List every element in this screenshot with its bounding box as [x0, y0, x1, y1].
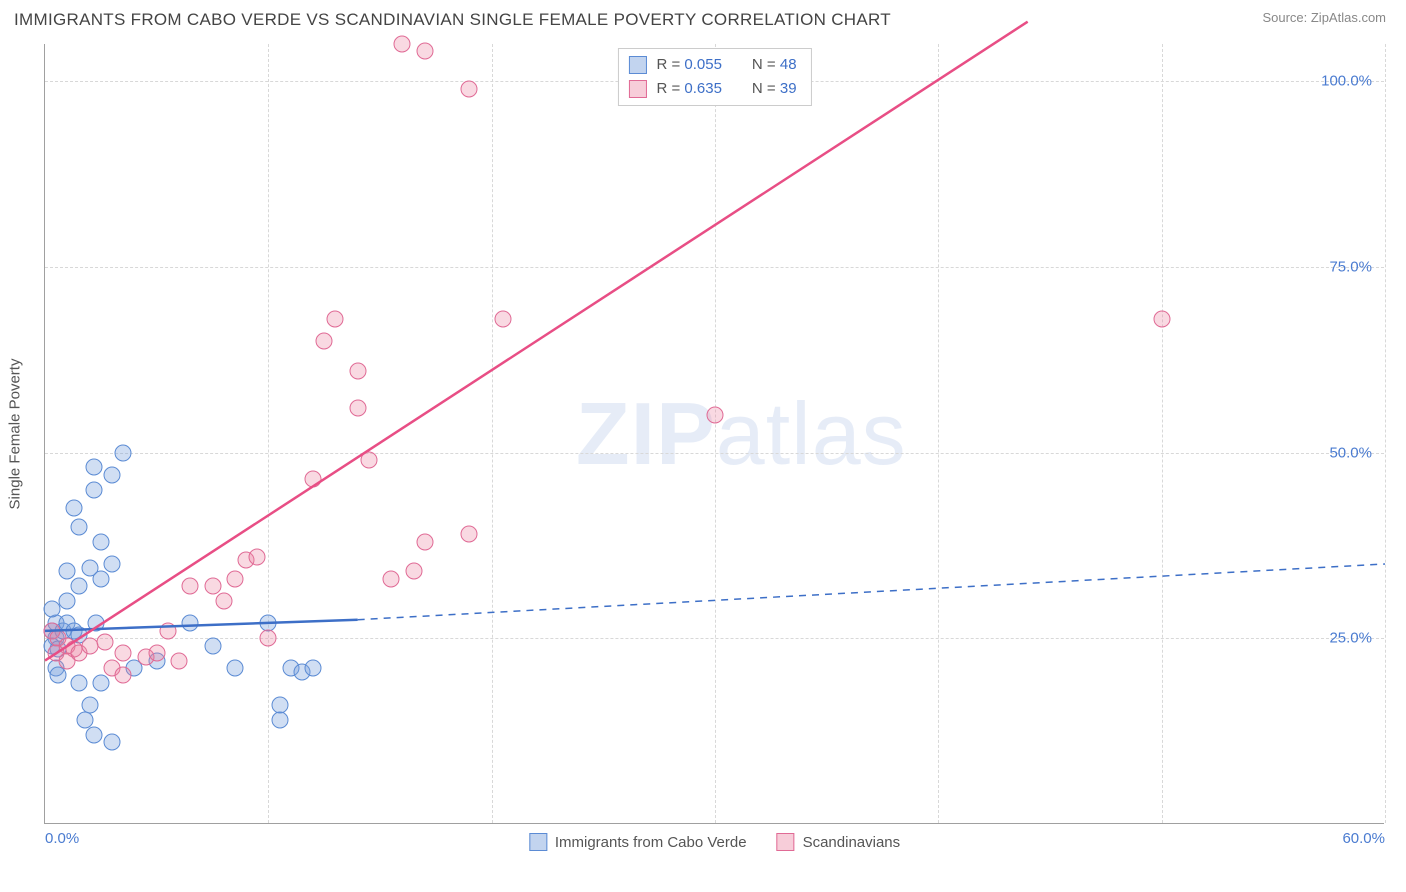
data-point [86, 481, 103, 498]
data-point [70, 578, 87, 595]
plot-box: ZIPatlas R = 0.055N = 48R = 0.635N = 39 … [44, 44, 1384, 824]
data-point [226, 660, 243, 677]
data-point [50, 667, 67, 684]
legend-item: Scandinavians [777, 833, 901, 851]
data-point [461, 80, 478, 97]
data-point [394, 36, 411, 53]
data-point [86, 459, 103, 476]
n-label: N = 39 [752, 77, 797, 101]
gridline-v [1162, 44, 1163, 823]
data-point [70, 518, 87, 535]
chart-title: IMMIGRANTS FROM CABO VERDE VS SCANDINAVI… [14, 10, 891, 30]
data-point [707, 407, 724, 424]
legend-item: Immigrants from Cabo Verde [529, 833, 747, 851]
swatch-pink [628, 80, 646, 98]
data-point [226, 570, 243, 587]
trend-line [358, 564, 1385, 620]
data-point [204, 578, 221, 595]
data-point [182, 615, 199, 632]
data-point [249, 548, 266, 565]
n-label: N = 48 [752, 53, 797, 77]
y-tick-label: 25.0% [1292, 630, 1372, 647]
data-point [43, 600, 60, 617]
data-point [461, 526, 478, 543]
data-point [405, 563, 422, 580]
data-point [92, 533, 109, 550]
data-point [59, 593, 76, 610]
data-point [360, 452, 377, 469]
legend-label: Immigrants from Cabo Verde [555, 834, 747, 851]
y-tick-label: 75.0% [1292, 258, 1372, 275]
data-point [316, 333, 333, 350]
r-label: R = 0.055 [656, 53, 721, 77]
y-axis-label: Single Female Poverty [7, 358, 24, 509]
data-point [305, 470, 322, 487]
data-point [271, 712, 288, 729]
data-point [115, 667, 132, 684]
swatch-pink [777, 833, 795, 851]
data-point [494, 310, 511, 327]
legend-series: Immigrants from Cabo Verde Scandinavians [529, 833, 900, 851]
gridline-v [1385, 44, 1386, 823]
data-point [115, 645, 132, 662]
data-point [1153, 310, 1170, 327]
title-bar: IMMIGRANTS FROM CABO VERDE VS SCANDINAVI… [0, 0, 1406, 35]
data-point [182, 578, 199, 595]
y-tick-label: 100.0% [1292, 73, 1372, 90]
data-point [148, 645, 165, 662]
data-point [416, 533, 433, 550]
legend-stats-row: R = 0.055 N = 48 [628, 53, 796, 77]
gridline-v [715, 44, 716, 823]
y-tick-label: 50.0% [1292, 444, 1372, 461]
data-point [70, 674, 87, 691]
data-point [171, 652, 188, 669]
x-tick-label: 60.0% [1342, 830, 1385, 847]
data-point [104, 466, 121, 483]
data-point [104, 734, 121, 751]
data-point [349, 400, 366, 417]
legend-stats: R = 0.055 N = 48 R = 0.635 N = 39 [617, 48, 811, 106]
r-label: R = 0.635 [656, 77, 721, 101]
data-point [88, 615, 105, 632]
data-point [349, 362, 366, 379]
data-point [204, 637, 221, 654]
watermark: ZIPatlas [576, 383, 907, 485]
legend-stats-row: R = 0.635 N = 39 [628, 77, 796, 101]
data-point [260, 630, 277, 647]
data-point [97, 634, 114, 651]
data-point [92, 674, 109, 691]
data-point [383, 570, 400, 587]
gridline-v [938, 44, 939, 823]
x-tick-label: 0.0% [45, 830, 79, 847]
data-point [115, 444, 132, 461]
gridline-v [492, 44, 493, 823]
data-point [215, 593, 232, 610]
data-point [104, 556, 121, 573]
data-point [81, 637, 98, 654]
data-point [66, 500, 83, 517]
data-point [86, 726, 103, 743]
source-label: Source: ZipAtlas.com [1262, 10, 1386, 25]
swatch-blue [628, 56, 646, 74]
trend-line [45, 22, 1028, 661]
chart-area: ZIPatlas R = 0.055N = 48R = 0.635N = 39 … [44, 44, 1384, 824]
data-point [92, 570, 109, 587]
legend-label: Scandinavians [803, 834, 901, 851]
gridline-v [268, 44, 269, 823]
swatch-blue [529, 833, 547, 851]
data-point [59, 563, 76, 580]
data-point [305, 660, 322, 677]
data-point [416, 43, 433, 60]
data-point [327, 310, 344, 327]
data-point [159, 622, 176, 639]
